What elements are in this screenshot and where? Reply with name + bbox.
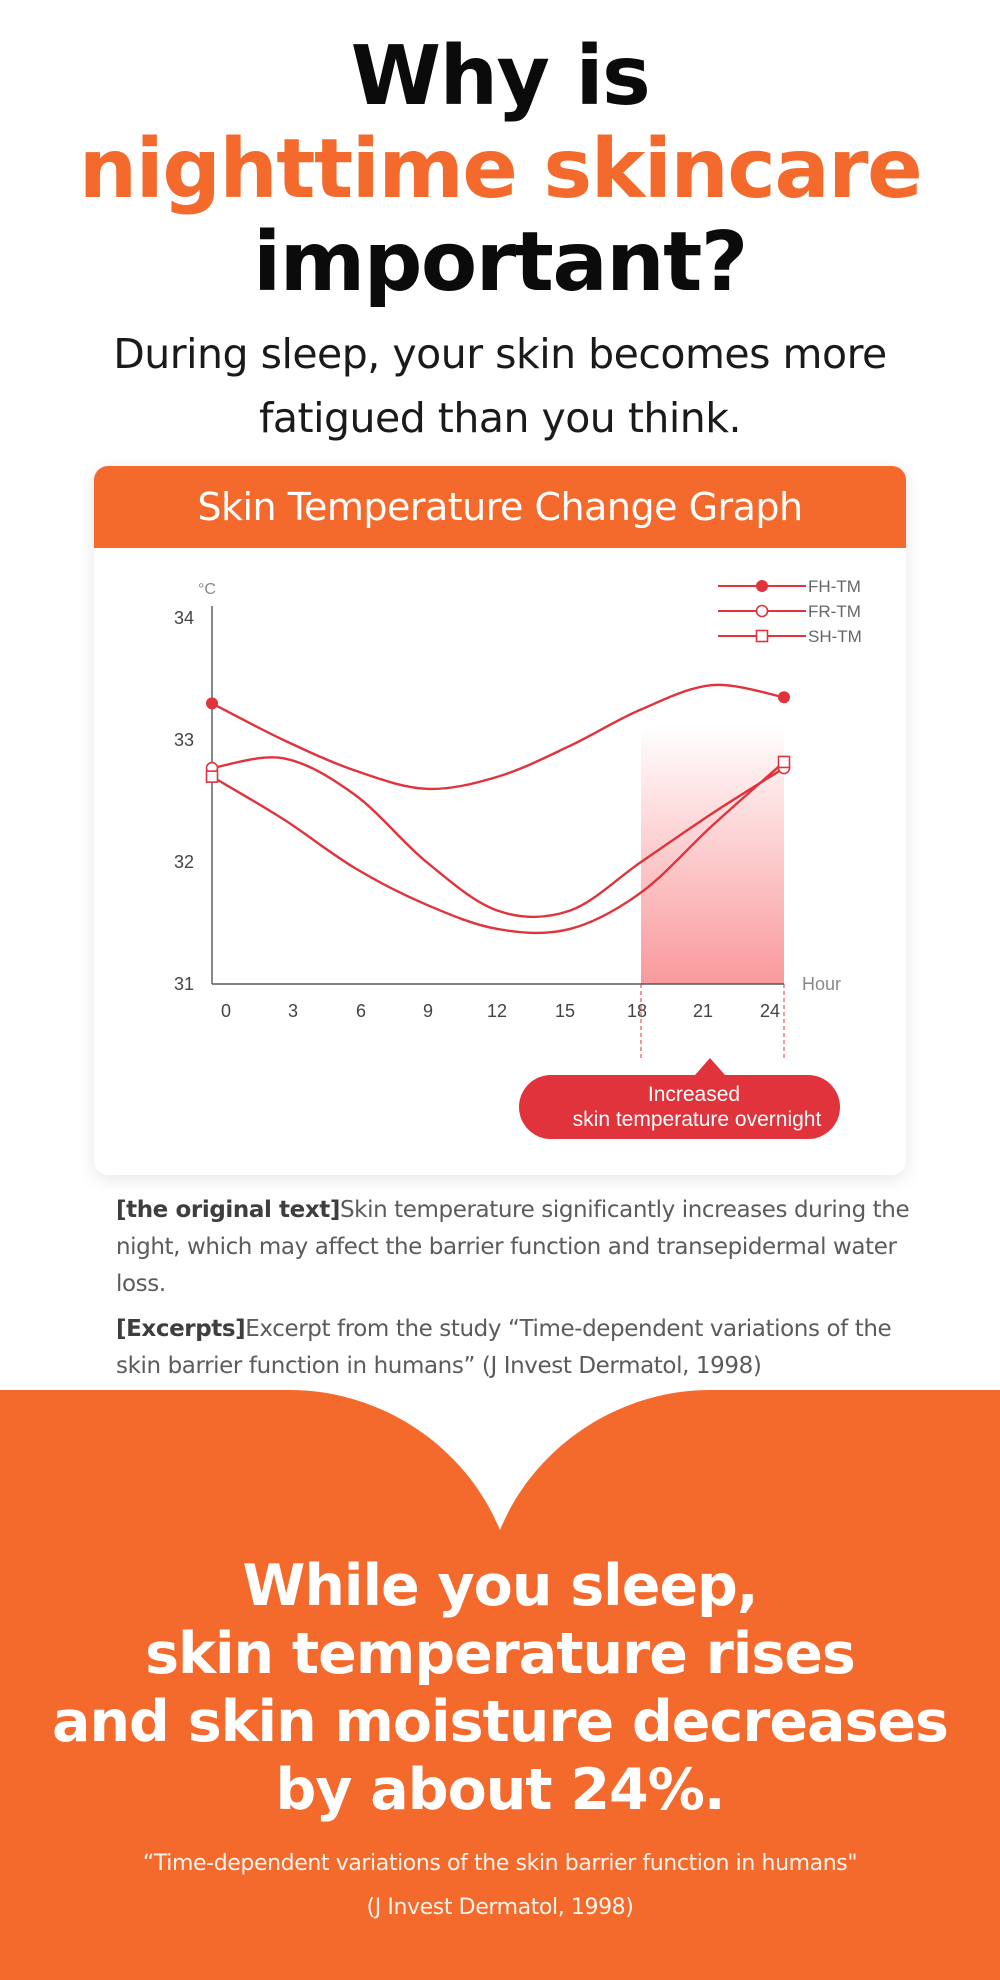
x-axis-unit: Hour bbox=[802, 974, 841, 994]
legend-marker-fr-tm bbox=[755, 604, 769, 618]
legend-item-fh-tm: FH-TM bbox=[718, 577, 861, 596]
overnight-highlight-band bbox=[641, 724, 784, 984]
series-line-sh-tm bbox=[211, 761, 785, 935]
x-tick-label-3: 3 bbox=[288, 1001, 298, 1021]
excerpt-body: Excerpt from the study “Time-dependent v… bbox=[116, 1316, 892, 1379]
source-notes: [the original text]Skin temperature sign… bbox=[116, 1192, 936, 1393]
x-tick-label-0: 0 bbox=[221, 1001, 231, 1021]
headline-line-2: nighttime skincare bbox=[78, 122, 923, 217]
legend-marker-sh-tm bbox=[755, 629, 769, 643]
y-tick-label-31: 31 bbox=[174, 974, 194, 994]
x-tick-label-24: 24 bbox=[760, 1001, 780, 1021]
headline-line-1: Why is bbox=[350, 29, 651, 124]
series-start-marker-sh-tm bbox=[205, 770, 219, 783]
chart-card-title: Skin Temperature Change Graph bbox=[94, 466, 906, 548]
orange-bottom-panel bbox=[0, 1390, 1000, 1980]
bottom-line-3: and skin moisture decreases bbox=[52, 1689, 949, 1755]
series-line-fh-tm bbox=[211, 683, 785, 791]
series-start-marker-fh-tm bbox=[206, 697, 218, 710]
subheading: During sleep, your skin becomes more fat… bbox=[0, 322, 1000, 450]
x-tick-label-12: 12 bbox=[487, 1001, 507, 1021]
y-tick-label-32: 32 bbox=[174, 852, 194, 872]
original-text-body: Skin temperature significantly increases… bbox=[116, 1197, 910, 1297]
headline: Why is nighttime skincare important? bbox=[0, 30, 1000, 309]
bottom-citation-title: “Time-dependent variations of the skin b… bbox=[142, 1851, 858, 1876]
legend-label-sh-tm: SH-TM bbox=[808, 627, 862, 646]
bottom-line-1: While you sleep, bbox=[242, 1553, 758, 1619]
series-end-marker-sh-tm bbox=[777, 755, 791, 769]
callout-pointer bbox=[695, 1058, 725, 1075]
original-text-label: [the original text] bbox=[116, 1197, 340, 1223]
x-tick-label-18: 18 bbox=[627, 1001, 647, 1021]
y-tick-label-33: 33 bbox=[174, 730, 194, 750]
bottom-line-4: by about 24%. bbox=[275, 1757, 726, 1823]
x-tick-label-9: 9 bbox=[423, 1001, 433, 1021]
series-line-fr-tm bbox=[211, 756, 785, 919]
legend-label-fr-tm: FR-TM bbox=[808, 602, 861, 621]
callout-line-2: skin temperature overnight bbox=[573, 1108, 822, 1131]
excerpt-note: [Excerpts]Excerpt from the study “Time-d… bbox=[116, 1311, 936, 1385]
legend-marker-fh-tm bbox=[756, 580, 768, 592]
subheading-line-1: During sleep, your skin becomes more bbox=[113, 330, 887, 378]
legend-item-sh-tm: SH-TM bbox=[718, 627, 862, 646]
bottom-citation-source: (J Invest Dermatol, 1998) bbox=[366, 1895, 634, 1920]
temperature-line-chart: °C Hour 31 32 33 34 0 3 6 9 12 15 18 21 24 FH-TM FR-TM SH… bbox=[174, 577, 862, 1139]
callout-line-1: Increased bbox=[648, 1083, 740, 1106]
callout-pill bbox=[519, 1075, 840, 1139]
legend-label-fh-tm: FH-TM bbox=[808, 577, 861, 596]
subheading-line-2: fatigued than you think. bbox=[258, 394, 742, 442]
excerpt-label: [Excerpts] bbox=[116, 1316, 246, 1342]
chart-card: Skin Temperature Change Graph °C Hour 31 32… bbox=[94, 466, 906, 1175]
x-tick-label-21: 21 bbox=[693, 1001, 713, 1021]
legend-item-fr-tm: FR-TM bbox=[718, 602, 861, 621]
bottom-message: While you sleep, skin temperature rises … bbox=[0, 1552, 1000, 1930]
y-axis-unit: °C bbox=[198, 581, 216, 598]
bottom-line-2: skin temperature rises bbox=[145, 1621, 856, 1687]
x-tick-label-6: 6 bbox=[356, 1001, 366, 1021]
headline-line-3: important? bbox=[253, 215, 748, 310]
series-end-marker-fh-tm bbox=[778, 691, 790, 704]
y-tick-label-34: 34 bbox=[174, 608, 194, 628]
original-text-note: [the original text]Skin temperature sign… bbox=[116, 1192, 936, 1303]
x-tick-label-15: 15 bbox=[555, 1001, 575, 1021]
